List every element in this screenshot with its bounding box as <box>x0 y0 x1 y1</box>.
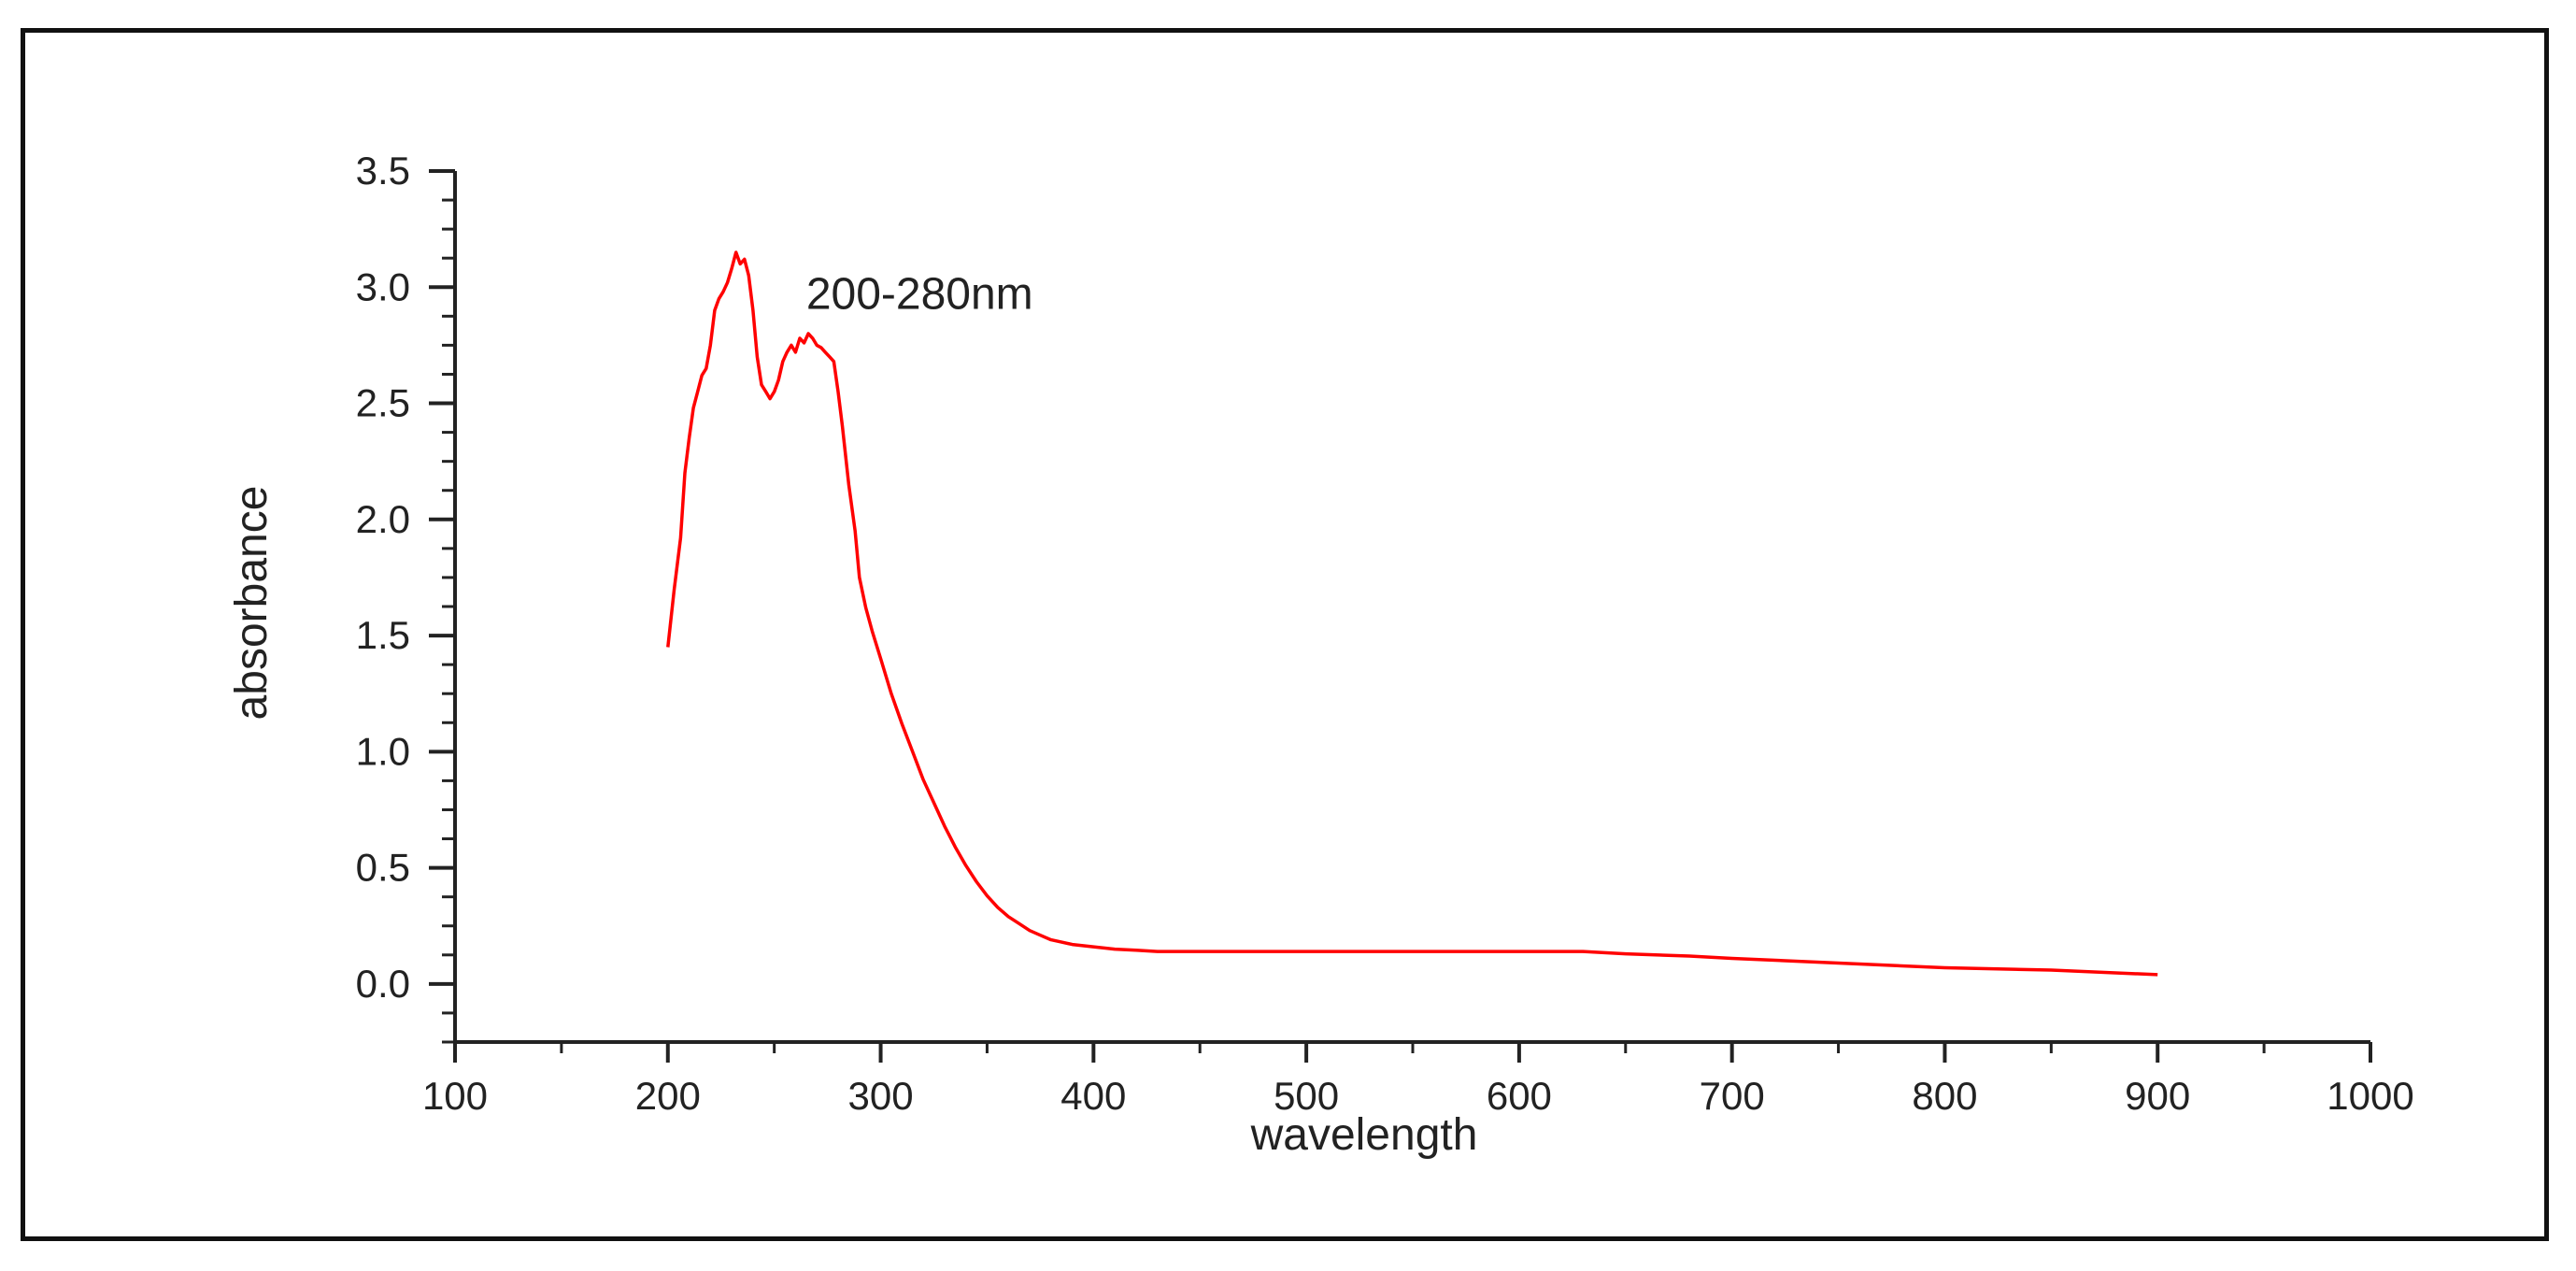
y-tick-label: 0.5 <box>356 846 410 890</box>
tick-marks <box>429 169 2372 1063</box>
y-tick-label: 3.5 <box>356 149 410 193</box>
x-tick-label: 900 <box>2125 1074 2190 1118</box>
x-tick-label: 300 <box>848 1074 914 1118</box>
annotation-label: 200-280nm <box>806 270 1033 320</box>
x-tick-label: 200 <box>635 1074 701 1118</box>
x-tick-label: 600 <box>1487 1074 1552 1118</box>
x-tick-label: 500 <box>1274 1074 1339 1118</box>
axes <box>453 171 2370 1044</box>
x-axis-title: wavelength <box>1250 1110 1478 1160</box>
x-tick-label: 100 <box>422 1074 488 1118</box>
x-tick-label: 400 <box>1060 1074 1126 1118</box>
y-axis-title: absorbance <box>227 486 277 721</box>
x-tick-label: 700 <box>1700 1074 1765 1118</box>
y-tick-label: 1.5 <box>356 613 410 657</box>
y-tick-label: 0.0 <box>356 962 410 1006</box>
series-layer <box>666 250 2158 977</box>
y-tick-label: 1.0 <box>356 729 410 773</box>
tick-labels: 0.0 0.5 1.0 1.5 2.0 2.5 3.0 3.5 100 200 300 400 500 6… <box>356 149 2414 1118</box>
y-tick-label: 2.5 <box>356 381 410 425</box>
y-tick-label: 3.0 <box>356 264 410 308</box>
y-tick-label: 2.0 <box>356 497 410 541</box>
absorbance-series-line <box>666 250 2158 977</box>
x-tick-label: 1000 <box>2327 1074 2413 1118</box>
x-tick-label: 800 <box>1912 1074 1977 1118</box>
